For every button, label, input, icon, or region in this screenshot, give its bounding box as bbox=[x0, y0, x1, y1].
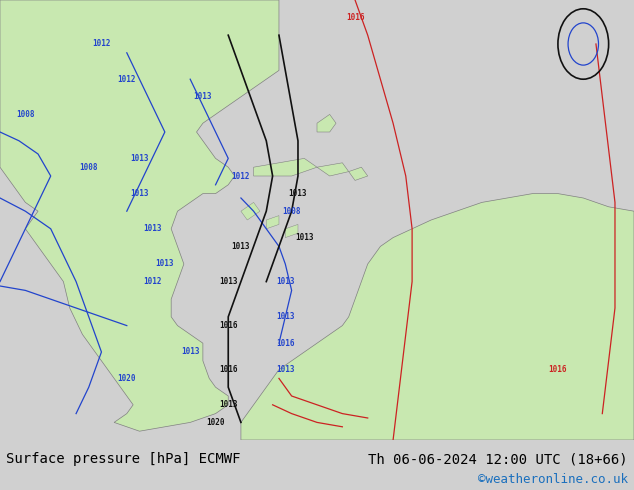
Text: 1013: 1013 bbox=[143, 224, 162, 233]
Text: Th 06-06-2024 12:00 UTC (18+66): Th 06-06-2024 12:00 UTC (18+66) bbox=[368, 452, 628, 466]
Text: 1013: 1013 bbox=[193, 92, 212, 101]
Text: 1012: 1012 bbox=[92, 40, 111, 49]
Text: ©weatheronline.co.uk: ©weatheronline.co.uk bbox=[477, 472, 628, 486]
Text: 1008: 1008 bbox=[16, 110, 35, 119]
Polygon shape bbox=[241, 202, 260, 220]
Text: 1020: 1020 bbox=[206, 418, 225, 427]
Polygon shape bbox=[254, 158, 317, 176]
Text: 1012: 1012 bbox=[231, 172, 250, 180]
Text: 1013: 1013 bbox=[276, 312, 295, 321]
Text: 1013: 1013 bbox=[288, 189, 307, 198]
Text: 1016: 1016 bbox=[219, 321, 238, 330]
Text: 1013: 1013 bbox=[219, 400, 238, 409]
Polygon shape bbox=[285, 224, 298, 238]
Text: 1008: 1008 bbox=[79, 163, 98, 172]
Text: 1016: 1016 bbox=[346, 13, 365, 22]
Polygon shape bbox=[0, 0, 279, 431]
Text: 1013: 1013 bbox=[219, 277, 238, 286]
Polygon shape bbox=[317, 114, 336, 132]
Polygon shape bbox=[317, 163, 349, 176]
Text: 1013: 1013 bbox=[295, 233, 314, 242]
Text: 1012: 1012 bbox=[143, 277, 162, 286]
Text: 1013: 1013 bbox=[155, 260, 174, 269]
Text: 1013: 1013 bbox=[130, 189, 149, 198]
Polygon shape bbox=[349, 167, 368, 180]
Text: 1013: 1013 bbox=[231, 242, 250, 251]
Text: 1016: 1016 bbox=[219, 365, 238, 374]
Text: 1013: 1013 bbox=[276, 277, 295, 286]
Polygon shape bbox=[266, 216, 279, 229]
Text: 1016: 1016 bbox=[548, 365, 567, 374]
Text: 1008: 1008 bbox=[282, 207, 301, 216]
Text: 1013: 1013 bbox=[181, 347, 200, 357]
Text: Surface pressure [hPa] ECMWF: Surface pressure [hPa] ECMWF bbox=[6, 452, 241, 466]
Text: 1012: 1012 bbox=[117, 74, 136, 84]
Text: 1013: 1013 bbox=[276, 365, 295, 374]
Text: 1013: 1013 bbox=[130, 154, 149, 163]
Polygon shape bbox=[241, 194, 634, 440]
Text: 1020: 1020 bbox=[117, 374, 136, 383]
Text: 1016: 1016 bbox=[276, 339, 295, 348]
